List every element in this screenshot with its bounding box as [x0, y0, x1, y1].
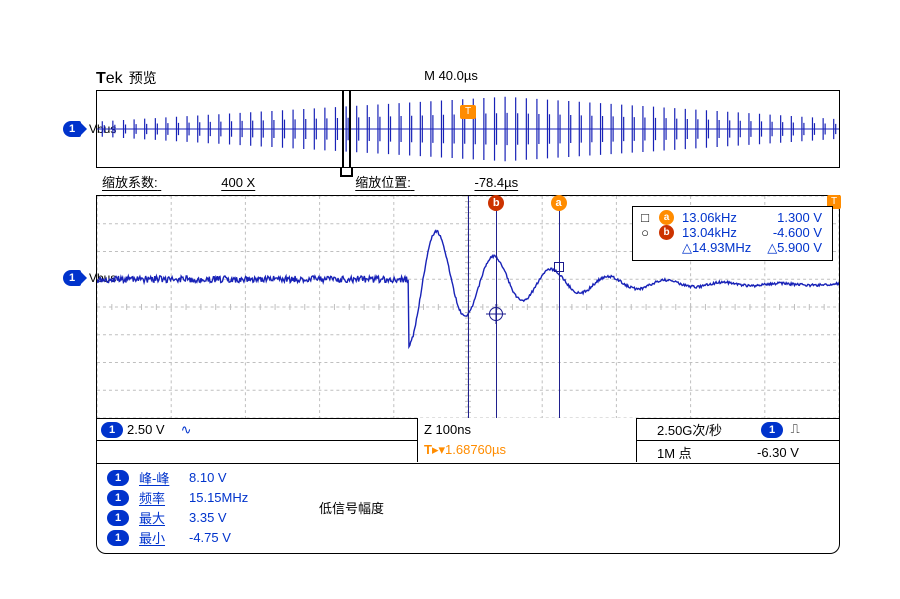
- record-length: 1M 点: [657, 443, 692, 462]
- cursor-a-marker-icon: [554, 262, 564, 272]
- meas-value: -4.75 V: [189, 530, 269, 545]
- meas-label: 最小: [139, 528, 183, 547]
- square-icon: □: [639, 210, 651, 225]
- readout-a-freq: 13.06kHz: [682, 210, 754, 225]
- zoom-factor-value: 400 X: [221, 175, 255, 190]
- trig-edge-icon: ⎍: [791, 421, 800, 436]
- preview-waveform: [97, 91, 839, 167]
- status-row-1: 1 2.50 V ∿ Z 100ns T▸▾1.68760µs 2.50G次/秒…: [97, 419, 839, 441]
- title-row: Tek 预览 M 40.0µs: [62, 68, 840, 88]
- oscilloscope-display: Tek 预览 M 40.0µs T 1 Vbus 缩放系数: 400 X 缩放位…: [62, 68, 840, 554]
- coupling-icon: ∿: [181, 422, 192, 438]
- readout-b-freq: 13.04kHz: [682, 225, 754, 240]
- trig-ch-pill: 1: [761, 422, 783, 438]
- measurement-row: 1 频率 15.15MHz: [103, 488, 269, 507]
- b-badge-icon: b: [659, 225, 674, 240]
- zoom-region-indicator[interactable]: [342, 91, 351, 167]
- brand-logo: Tek: [96, 70, 123, 88]
- readout-a-volt: 1.300 V: [762, 210, 822, 225]
- meas-label: 最大: [139, 508, 183, 527]
- meas-value: 8.10 V: [189, 470, 269, 485]
- meas-label: 频率: [139, 488, 183, 507]
- cursor-center[interactable]: [468, 196, 469, 418]
- sample-rate: 2.50G次/秒: [657, 420, 722, 439]
- meas-value: 15.15MHz: [189, 490, 269, 505]
- status-bar: 1 2.50 V ∿ Z 100ns T▸▾1.68760µs 2.50G次/秒…: [96, 419, 840, 464]
- main-panel: 1 Vbus b a T □ a 13.06kHz 1.300 V ○ b 13…: [96, 195, 840, 419]
- channel-number: 1: [63, 121, 81, 137]
- measurement-row: 1 最小 -4.75 V: [103, 528, 269, 547]
- cursor-readout: □ a 13.06kHz 1.300 V ○ b 13.04kHz -4.600…: [632, 206, 833, 261]
- zoom-pos-value: -78.4µs: [474, 175, 518, 190]
- status-row-2: 1M 点 -6.30 V: [97, 441, 839, 463]
- cursor-a-tag: a: [551, 195, 567, 211]
- status-ch-pill: 1: [101, 422, 123, 438]
- zoom-factor-label: 缩放系数:: [102, 175, 158, 190]
- measurement-note: 低信号幅度: [319, 498, 384, 517]
- preview-panel: T 1 Vbus: [96, 90, 840, 168]
- trig-level: -6.30 V: [757, 445, 799, 460]
- circle-icon: ○: [639, 225, 651, 240]
- mode-label: 预览: [129, 68, 157, 88]
- measurement-row: 1 峰-峰 8.10 V: [103, 468, 269, 487]
- a-badge-icon: a: [659, 210, 674, 225]
- measurements-panel: 1 峰-峰 8.10 V 1 频率 15.15MHz 1 最大 3.35 V 1 最小 -4.75 V…: [96, 464, 840, 554]
- zoom-info: 缩放系数: 400 X 缩放位置: -78.4µs: [96, 168, 840, 195]
- readout-row-delta: △14.93MHz △5.900 V: [639, 240, 822, 256]
- meas-ch-pill: 1: [107, 470, 129, 486]
- meas-label: 峰-峰: [139, 468, 183, 487]
- meas-ch-pill: 1: [107, 510, 129, 526]
- readout-row-a: □ a 13.06kHz 1.300 V: [639, 210, 822, 225]
- main-timebase: M 40.0µs: [424, 68, 478, 83]
- measurements-list: 1 峰-峰 8.10 V 1 频率 15.15MHz 1 最大 3.35 V 1 最小 -4.75 V: [103, 468, 269, 547]
- readout-delta-volt: △5.900 V: [762, 240, 822, 256]
- trigger-marker-icon: T: [460, 105, 476, 119]
- readout-delta-freq: △14.93MHz: [682, 240, 754, 256]
- measurement-row: 1 最大 3.35 V: [103, 508, 269, 527]
- cursor-b-marker-icon: [489, 307, 503, 321]
- meas-value: 3.35 V: [189, 510, 269, 525]
- meas-ch-pill: 1: [107, 530, 129, 546]
- readout-b-volt: -4.600 V: [762, 225, 822, 240]
- channel-number: 1: [63, 270, 81, 286]
- zoom-scale: Z 100ns: [424, 420, 630, 440]
- status-ch-scale: 2.50 V: [127, 422, 165, 437]
- zoom-pos-label: 缩放位置:: [355, 175, 411, 190]
- cursor-a[interactable]: [559, 196, 560, 418]
- readout-row-b: ○ b 13.04kHz -4.600 V: [639, 225, 822, 240]
- meas-ch-pill: 1: [107, 490, 129, 506]
